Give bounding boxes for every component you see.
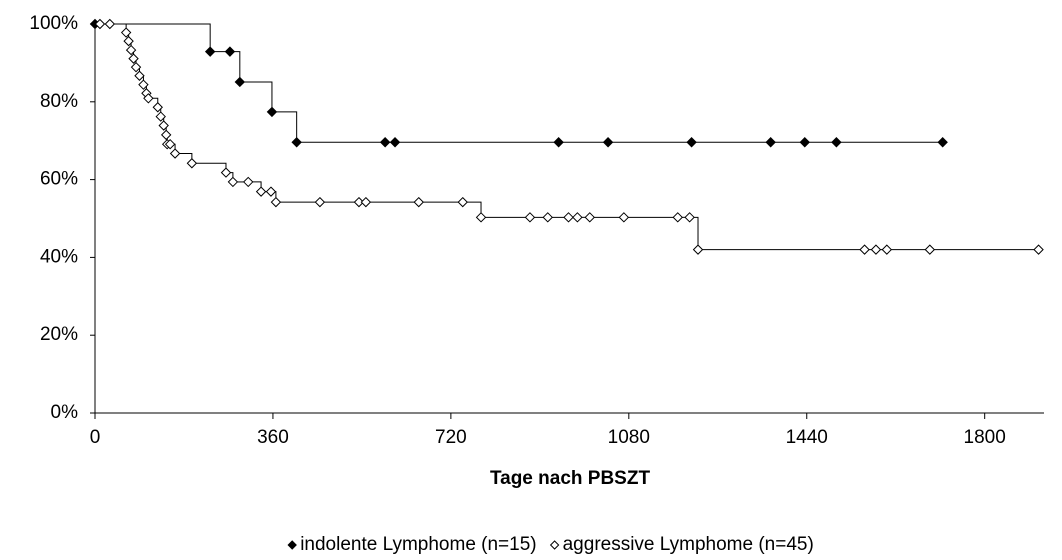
step-segment xyxy=(229,51,241,82)
marker xyxy=(379,137,391,148)
marker xyxy=(618,212,630,223)
marker xyxy=(94,18,106,30)
marker xyxy=(924,244,936,255)
marker xyxy=(457,196,468,208)
marker xyxy=(134,70,145,81)
marker xyxy=(937,137,948,148)
marker xyxy=(104,18,116,30)
marker xyxy=(120,27,132,38)
marker xyxy=(1033,244,1044,255)
marker xyxy=(255,186,267,197)
marker xyxy=(234,76,246,88)
y-tick-label: 40% xyxy=(40,246,78,267)
y-tick-label: 100% xyxy=(29,13,78,34)
x-tick-label: 1800 xyxy=(964,427,1006,448)
marker xyxy=(563,212,574,223)
marker xyxy=(220,167,232,178)
step-segment xyxy=(271,111,298,143)
marker xyxy=(831,137,842,148)
marker xyxy=(143,93,154,104)
marker xyxy=(204,46,216,57)
marker xyxy=(475,212,487,223)
marker xyxy=(572,212,583,223)
marker xyxy=(542,212,553,223)
marker xyxy=(684,212,695,223)
marker xyxy=(553,137,564,148)
marker xyxy=(765,137,776,148)
x-tick-label: 720 xyxy=(435,427,467,448)
marker xyxy=(164,138,176,150)
marker xyxy=(243,176,254,188)
marker xyxy=(130,61,142,73)
y-tick-label: 80% xyxy=(40,91,78,112)
marker xyxy=(360,196,372,208)
marker xyxy=(128,53,139,64)
step-segment xyxy=(239,81,273,112)
marker xyxy=(314,196,326,208)
marker xyxy=(160,129,172,141)
marker xyxy=(265,186,277,197)
marker xyxy=(227,176,239,188)
marker xyxy=(602,137,614,148)
x-axis-label: Tage nach PBSZT xyxy=(490,468,651,489)
marker xyxy=(224,46,236,57)
y-tick-label: 0% xyxy=(51,402,79,423)
legend-label: indolente Lymphome (n=15) xyxy=(300,534,536,555)
marker xyxy=(186,158,198,169)
legend-marker xyxy=(549,540,560,550)
marker xyxy=(291,137,302,148)
marker xyxy=(584,212,595,223)
y-tick-label: 60% xyxy=(40,169,78,190)
marker xyxy=(125,44,137,56)
marker xyxy=(169,148,181,159)
marker xyxy=(155,111,166,122)
step-segment xyxy=(191,162,227,173)
marker xyxy=(158,120,169,131)
marker xyxy=(138,79,149,90)
step-segment xyxy=(95,23,211,52)
legend-marker xyxy=(287,540,297,550)
x-tick-label: 360 xyxy=(257,427,289,448)
marker xyxy=(870,244,882,255)
x-tick-label: 1440 xyxy=(786,427,828,448)
marker xyxy=(123,35,134,47)
marker xyxy=(686,137,697,148)
y-tick-label: 20% xyxy=(40,324,78,345)
x-tick-label: 0 xyxy=(90,427,101,448)
marker xyxy=(672,212,683,223)
marker xyxy=(859,244,870,255)
marker xyxy=(881,244,893,255)
marker xyxy=(692,244,704,255)
legend-label: aggressive Lymphome (n=45) xyxy=(563,534,814,555)
marker xyxy=(266,106,278,118)
marker xyxy=(524,212,536,223)
legend: indolente Lymphome (n=15) aggressive Lymp… xyxy=(287,534,814,555)
marker xyxy=(413,196,424,208)
x-tick-label: 1080 xyxy=(608,427,650,448)
marker xyxy=(270,196,282,208)
marker xyxy=(799,137,810,148)
step-segment xyxy=(689,216,699,250)
marker xyxy=(389,137,401,148)
marker xyxy=(152,102,163,113)
marker xyxy=(353,196,365,208)
